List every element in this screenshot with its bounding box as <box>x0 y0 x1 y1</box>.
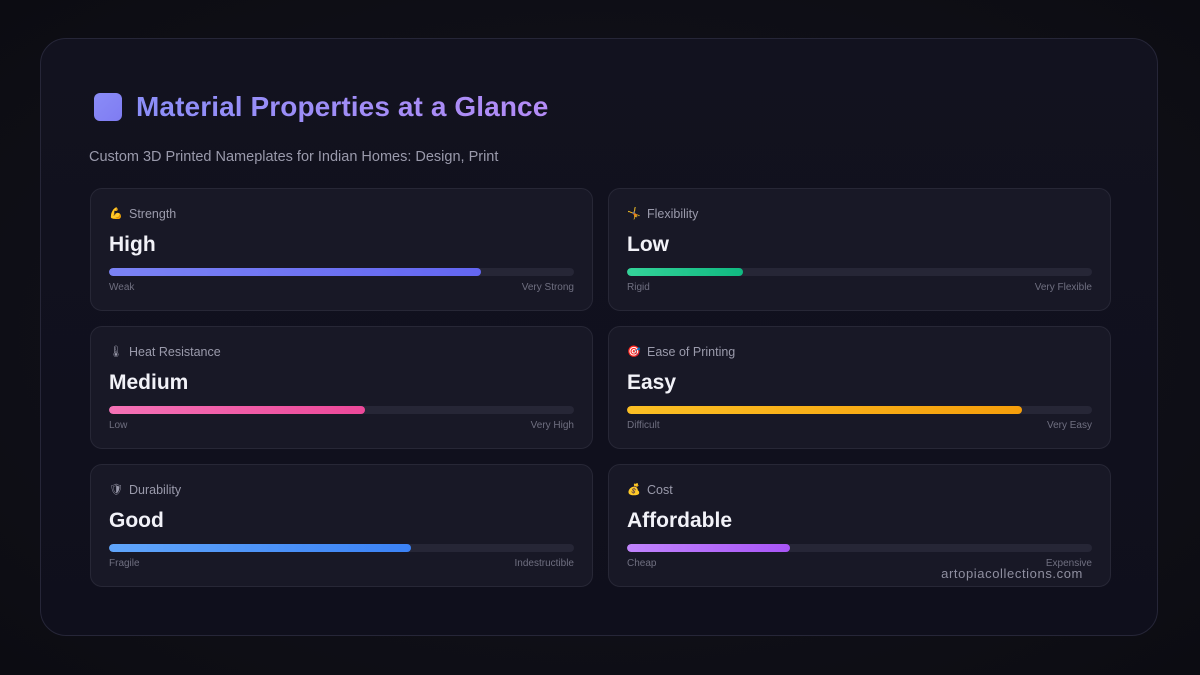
property-label-row: 🎯 Ease of Printing <box>627 345 735 359</box>
property-meter-track <box>109 544 574 552</box>
subtitle: Custom 3D Printed Nameplates for Indian … <box>89 149 499 165</box>
property-label: Flexibility <box>647 207 699 221</box>
property-label: Ease of Printing <box>647 345 736 359</box>
property-card-cost: 💰 Cost Affordable Cheap Expensive <box>608 464 1111 587</box>
property-value: Medium <box>109 371 189 394</box>
scale-min-label: Weak <box>109 282 135 293</box>
property-label: Durability <box>129 483 182 497</box>
scale-max-label: Very Flexible <box>1034 282 1092 293</box>
scale-max-label: Expensive <box>1045 558 1092 569</box>
property-label-row: 💪 Strength <box>109 207 176 221</box>
scale-min-label: Cheap <box>627 558 657 569</box>
properties-grid: 💪 Strength High Weak Very Strong 🤸 Flexi… <box>90 188 1111 587</box>
brand-footer[interactable]: artopiacollections.com <box>941 566 1083 581</box>
scale-max-label: Very Easy <box>1046 420 1092 431</box>
property-meter-track <box>627 544 1092 552</box>
property-meter-track <box>109 268 574 276</box>
money-bag-icon: 💰 <box>627 484 641 496</box>
property-value: Easy <box>627 371 677 394</box>
flexed-biceps-icon: 💪 <box>109 208 123 220</box>
scale-max-label: Very Strong <box>521 282 574 293</box>
header: Material Properties at a Glance <box>94 91 549 122</box>
property-label-row: 🛡 Durability <box>109 483 181 497</box>
property-card-ease-of-printing: 🎯 Ease of Printing Easy Difficult Very E… <box>608 326 1111 449</box>
property-meter-fill <box>627 268 744 276</box>
property-scale: Weak Very Strong <box>109 282 574 293</box>
property-meter-fill <box>109 406 365 414</box>
property-value: Good <box>109 509 164 532</box>
shield-icon: 🛡 <box>109 484 123 496</box>
direct-hit-icon: 🎯 <box>627 346 641 358</box>
material-properties-card: Material Properties at a Glance Custom 3… <box>40 38 1158 636</box>
property-card-strength: 💪 Strength High Weak Very Strong <box>90 188 593 311</box>
property-meter-fill <box>627 544 790 552</box>
square-icon <box>94 93 122 121</box>
property-label: Heat Resistance <box>129 345 221 359</box>
property-meter-fill <box>627 406 1023 414</box>
scale-max-label: Very High <box>530 420 574 431</box>
property-label-row: 💰 Cost <box>627 483 673 497</box>
property-label-row: 🤸 Flexibility <box>627 207 698 221</box>
property-meter-fill <box>109 268 481 276</box>
property-meter-track <box>627 406 1092 414</box>
property-scale: Cheap Expensive <box>627 558 1092 569</box>
scale-min-label: Difficult <box>627 420 660 431</box>
scale-min-label: Rigid <box>627 282 650 293</box>
property-scale: Low Very High <box>109 420 574 431</box>
property-meter-track <box>109 406 574 414</box>
property-scale: Rigid Very Flexible <box>627 282 1092 293</box>
person-doing-cartwheel-icon: 🤸 <box>627 208 641 220</box>
property-value: Low <box>627 233 669 256</box>
property-label-row: 🌡 Heat Resistance <box>109 345 221 359</box>
property-label: Strength <box>129 207 177 221</box>
property-value: High <box>109 233 156 256</box>
property-card-durability: 🛡 Durability Good Fragile Indestructible <box>90 464 593 587</box>
scale-min-label: Fragile <box>109 558 140 569</box>
property-card-flexibility: 🤸 Flexibility Low Rigid Very Flexible <box>608 188 1111 311</box>
property-meter-fill <box>109 544 412 552</box>
property-value: Affordable <box>627 509 732 532</box>
property-label: Cost <box>647 483 673 497</box>
property-scale: Difficult Very Easy <box>627 420 1092 431</box>
scale-min-label: Low <box>109 420 128 431</box>
property-scale: Fragile Indestructible <box>109 558 574 569</box>
thermometer-icon: 🌡 <box>109 346 123 358</box>
property-meter-track <box>627 268 1092 276</box>
scale-max-label: Indestructible <box>514 558 574 569</box>
property-card-heat-resistance: 🌡 Heat Resistance Medium Low Very High <box>90 326 593 449</box>
page-title: Material Properties at a Glance <box>136 91 549 122</box>
